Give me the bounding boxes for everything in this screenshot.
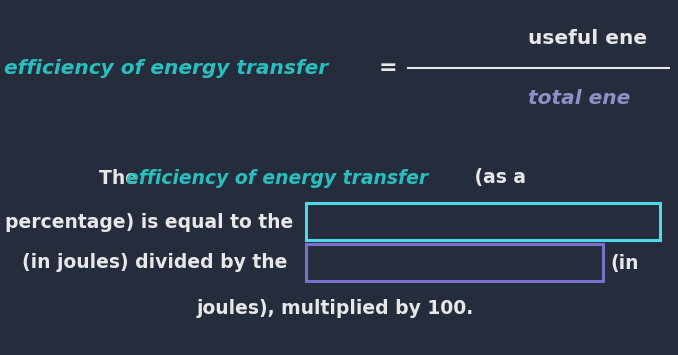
FancyBboxPatch shape [306,244,603,281]
Text: percentage) is equal to the: percentage) is equal to the [5,213,300,231]
Text: (as a: (as a [468,169,526,187]
Text: useful ene: useful ene [528,28,647,48]
Text: (in: (in [610,253,639,273]
Text: joules), multiplied by 100.: joules), multiplied by 100. [196,299,473,317]
Text: total ene: total ene [528,88,631,108]
Text: =: = [379,58,397,78]
Text: (in joules) divided by the: (in joules) divided by the [22,253,294,273]
FancyBboxPatch shape [306,203,660,240]
Text: The: The [99,169,144,187]
Text: efficiency of energy transfer: efficiency of energy transfer [126,169,428,187]
Text: efficiency of energy transfer: efficiency of energy transfer [4,59,328,77]
